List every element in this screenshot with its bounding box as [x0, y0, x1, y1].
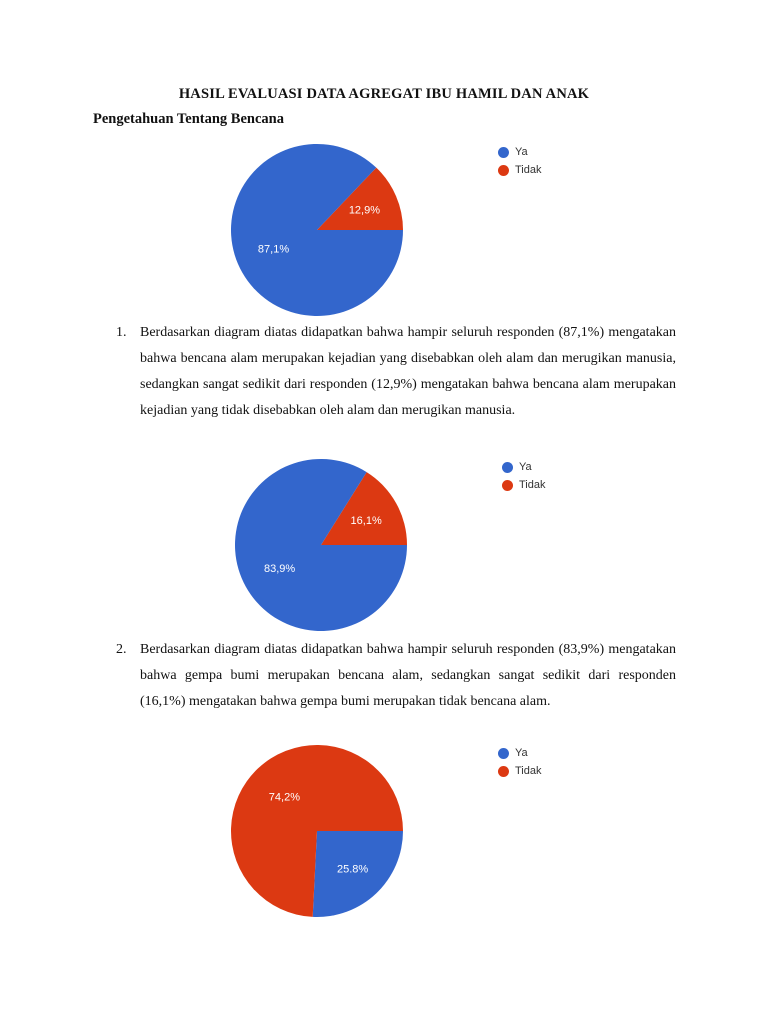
legend-item-ya: Ya: [502, 458, 546, 476]
paragraph-1-number: 1.: [116, 325, 127, 340]
pie-slice-label-tidak: 12,9%: [349, 205, 380, 217]
legend-dot-tidak: [498, 164, 509, 176]
pie-slice-label-tidak: 74,2%: [269, 792, 300, 804]
pie-chart-3: 25.8% 74,2%: [231, 745, 403, 917]
legend-dot-ya: [498, 146, 509, 158]
legend-dot-ya: [502, 461, 513, 473]
legend-item-tidak: Tidak: [498, 161, 542, 179]
pie-slice-tidak: [231, 745, 403, 917]
legend-item-ya: Ya: [498, 143, 542, 161]
pie-chart-1: 12,9% 87,1%: [231, 143, 403, 316]
pie-slice-ya: [312, 831, 403, 917]
legend-label-ya: Ya: [519, 461, 532, 473]
section-heading: Pengetahuan Tentang Bencana: [93, 111, 284, 127]
legend-label-ya: Ya: [515, 747, 528, 759]
pie-slice-label-tidak: 16,1%: [351, 515, 382, 527]
paragraph-2-text: Berdasarkan diagram diatas didapatkan ba…: [140, 642, 676, 709]
pie-slice-ya: [231, 143, 403, 316]
paragraph-2-number: 2.: [116, 642, 127, 657]
chart-3-legend: Ya Tidak: [498, 744, 542, 780]
paragraph-2: 2. Berdasarkan diagram diatas didapatkan…: [116, 637, 676, 715]
legend-item-tidak: Tidak: [502, 476, 546, 494]
pie-slice-label-ya: 25.8%: [337, 863, 368, 875]
pie-chart-2: 16,1% 83,9%: [235, 459, 407, 631]
pie-slice-tidak: [321, 472, 407, 545]
legend-item-tidak: Tidak: [498, 762, 542, 780]
legend-dot-tidak: [502, 479, 513, 491]
legend-label-ya: Ya: [515, 146, 528, 158]
legend-item-ya: Ya: [498, 744, 542, 762]
legend-dot-ya: [498, 747, 509, 759]
document-title: HASIL EVALUASI DATA AGREGAT IBU HAMIL DA…: [178, 86, 590, 102]
legend-label-tidak: Tidak: [515, 765, 542, 777]
pie-slice-label-ya: 87,1%: [258, 244, 289, 256]
legend-dot-tidak: [498, 765, 509, 777]
pie-slice-ya: [235, 459, 407, 631]
paragraph-1-text: Berdasarkan diagram diatas didapatkan ba…: [140, 325, 676, 418]
chart-2-legend: Ya Tidak: [502, 458, 546, 494]
legend-label-tidak: Tidak: [519, 479, 546, 491]
chart-1-legend: Ya Tidak: [498, 143, 542, 179]
pie-slice-label-ya: 83,9%: [264, 563, 295, 575]
legend-label-tidak: Tidak: [515, 164, 542, 176]
paragraph-1: 1. Berdasarkan diagram diatas didapatkan…: [116, 320, 676, 424]
pie-slice-tidak: [317, 167, 403, 230]
